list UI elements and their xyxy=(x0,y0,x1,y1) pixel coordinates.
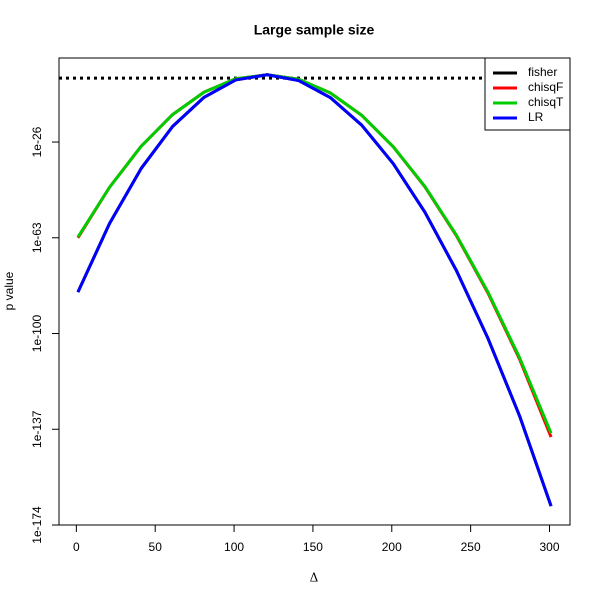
x-tick-label: 50 xyxy=(149,540,163,554)
y-axis-label: p value xyxy=(2,271,16,310)
series-line xyxy=(76,73,553,438)
legend-label: chisqF xyxy=(528,80,563,94)
x-axis-label: Δ xyxy=(310,571,319,585)
x-tick-label: 0 xyxy=(73,540,80,554)
series-line xyxy=(76,73,553,434)
legend-label: LR xyxy=(528,110,544,124)
y-tick-label: 1e-174 xyxy=(30,506,44,544)
legend-label: chisqT xyxy=(528,95,564,109)
x-tick-label: 150 xyxy=(303,540,323,554)
series-line xyxy=(76,73,553,507)
y-tick-label: 1e-26 xyxy=(30,126,44,157)
y-tick-label: 1e-137 xyxy=(30,410,44,448)
plot-box xyxy=(58,57,571,526)
chart-title: Large sample size xyxy=(254,22,375,38)
x-tick-label: 200 xyxy=(382,540,402,554)
x-tick-label: 250 xyxy=(461,540,481,554)
y-tick-label: 1e-100 xyxy=(30,315,44,353)
x-tick-label: 300 xyxy=(539,540,559,554)
legend-label: fisher xyxy=(528,65,557,79)
y-tick-label: 1e-63 xyxy=(30,222,44,253)
x-tick-label: 100 xyxy=(224,540,244,554)
